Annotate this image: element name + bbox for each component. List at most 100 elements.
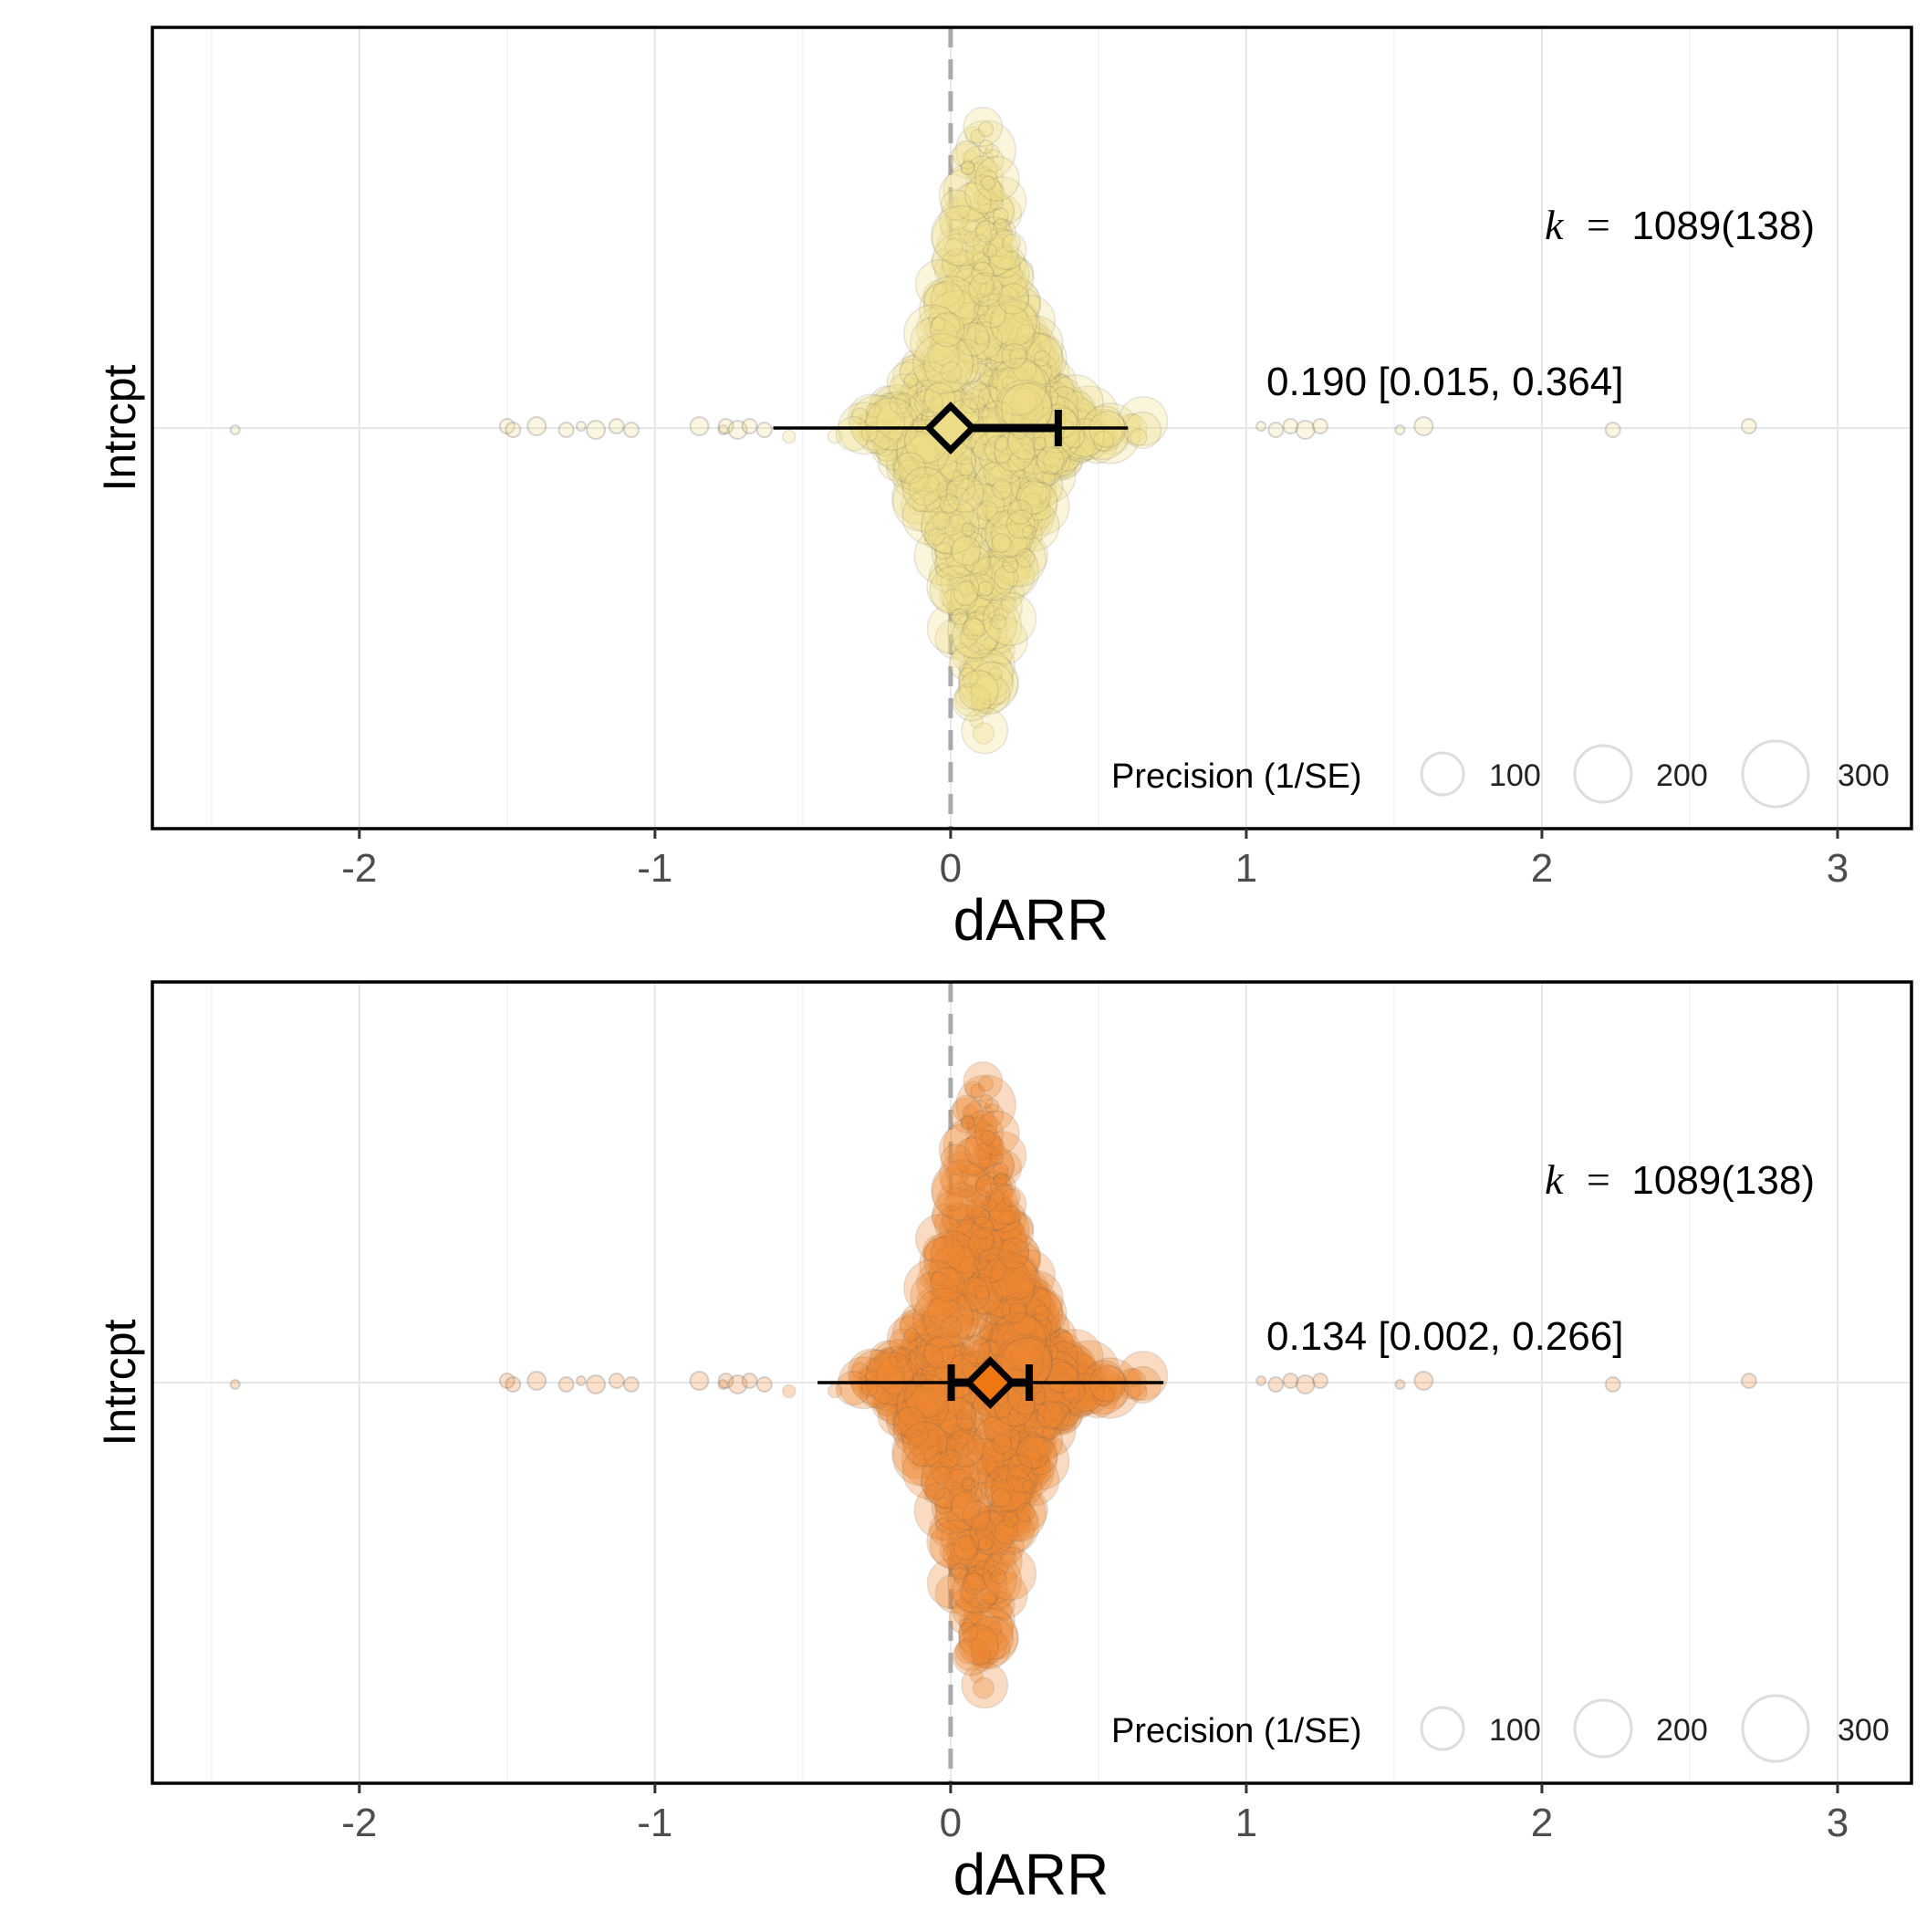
effect-size-point — [977, 580, 994, 597]
effect-size-point — [913, 526, 974, 586]
effect-size-point — [947, 580, 1005, 638]
effect-size-point — [886, 361, 931, 406]
effect-size-point — [1017, 378, 1046, 406]
effect-size-point — [955, 181, 998, 223]
effect-size-point — [934, 318, 974, 358]
outlier-point — [1255, 1375, 1267, 1386]
effect-size-point — [997, 359, 1028, 390]
effect-size-point — [922, 392, 942, 411]
effect-size-point — [904, 379, 950, 424]
effect-size-point — [984, 337, 1047, 399]
effect-size-point — [984, 575, 1013, 602]
effect-size-point — [882, 429, 906, 452]
effect-size-point — [924, 318, 948, 342]
effect-size-point — [959, 229, 974, 244]
effect-size-point — [906, 400, 924, 418]
effect-size-point — [961, 613, 1002, 654]
effect-size-point — [919, 343, 958, 382]
effect-size-point — [1056, 390, 1071, 405]
effect-size-point — [975, 326, 1020, 371]
effect-size-point — [987, 573, 1026, 611]
effect-size-point — [877, 444, 915, 482]
effect-size-point — [934, 618, 976, 660]
effect-size-point — [920, 368, 942, 390]
effect-size-point — [1063, 438, 1082, 457]
outlier-point — [1604, 1376, 1621, 1393]
effect-size-point — [987, 390, 1004, 406]
effect-size-point — [965, 553, 995, 582]
effect-size-point — [982, 453, 1023, 493]
effect-size-point — [1046, 445, 1061, 461]
effect-size-point — [847, 393, 896, 443]
effect-size-point — [1007, 348, 1058, 399]
outlier-point — [586, 420, 607, 440]
effect-size-point — [907, 443, 930, 465]
outlier-point — [1255, 421, 1267, 432]
outlier-point — [557, 1376, 575, 1393]
legend-label-200: 200 — [1656, 1713, 1708, 1748]
effect-size-point — [1028, 454, 1044, 469]
effect-size-point — [1011, 347, 1028, 364]
effect-size-point — [958, 579, 975, 596]
effect-size-point — [957, 316, 1019, 377]
effect-size-point — [976, 496, 1014, 534]
effect-size-point — [1043, 460, 1060, 477]
x-tick-label: 0 — [940, 1801, 962, 1845]
effect-size-point — [951, 608, 969, 626]
outlier-point — [229, 424, 241, 435]
effect-size-point — [985, 454, 1001, 470]
x-tick-label: 1 — [1235, 846, 1257, 891]
effect-size-point — [982, 562, 1014, 595]
effect-size-point — [983, 374, 1026, 418]
effect-size-point — [1024, 454, 1038, 469]
x-tick-label: 1 — [1235, 1801, 1257, 1845]
effect-size-point — [1036, 1400, 1065, 1429]
outlier-point — [608, 418, 625, 434]
effect-size-point — [916, 435, 944, 464]
effect-size-point — [963, 483, 1014, 534]
effect-size-point — [1041, 395, 1057, 412]
effect-size-point — [906, 391, 938, 423]
effect-size-point — [941, 513, 975, 548]
effect-size-point — [782, 429, 797, 444]
effect-size-point — [1076, 422, 1119, 465]
effect-size-point — [979, 388, 999, 408]
effect-size-point — [986, 364, 1004, 381]
outlier-point — [741, 418, 758, 434]
effect-size-point — [929, 506, 945, 523]
effect-size-point — [952, 543, 991, 582]
effect-size-point — [1010, 269, 1026, 285]
effect-size-point — [953, 684, 986, 717]
effect-size-point — [898, 381, 922, 406]
effect-size-point — [976, 175, 1027, 226]
effect-size-point — [1009, 547, 1026, 562]
effect-size-point — [983, 487, 1025, 529]
effect-size-point — [1017, 441, 1033, 457]
y-axis-label: Intrcpt — [94, 1319, 145, 1446]
effect-size-point — [938, 168, 994, 224]
effect-size-point — [945, 580, 978, 613]
effect-size-point — [945, 600, 963, 616]
effect-size-point — [886, 413, 923, 449]
effect-size-point — [1057, 392, 1073, 406]
effect-size-point — [1020, 465, 1064, 508]
effect-size-point — [1067, 445, 1082, 461]
effect-size-point — [967, 558, 1010, 600]
outlier-point — [755, 422, 773, 438]
effect-size-point — [915, 447, 931, 462]
effect-size-point — [895, 433, 913, 452]
outlier-point — [689, 416, 710, 436]
effect-size-point — [980, 453, 1007, 480]
estimate-label: 0.190 [0.015, 0.364] — [1266, 360, 1623, 404]
effect-size-point — [994, 477, 1051, 535]
effect-size-point — [1003, 294, 1057, 348]
effect-size-point — [1004, 521, 1021, 538]
effect-size-point — [940, 554, 999, 613]
effect-size-point — [940, 466, 959, 485]
effect-size-point — [1089, 431, 1105, 445]
effect-size-point — [970, 657, 989, 675]
effect-size-point — [1093, 410, 1108, 425]
effect-size-point — [1016, 356, 1048, 388]
